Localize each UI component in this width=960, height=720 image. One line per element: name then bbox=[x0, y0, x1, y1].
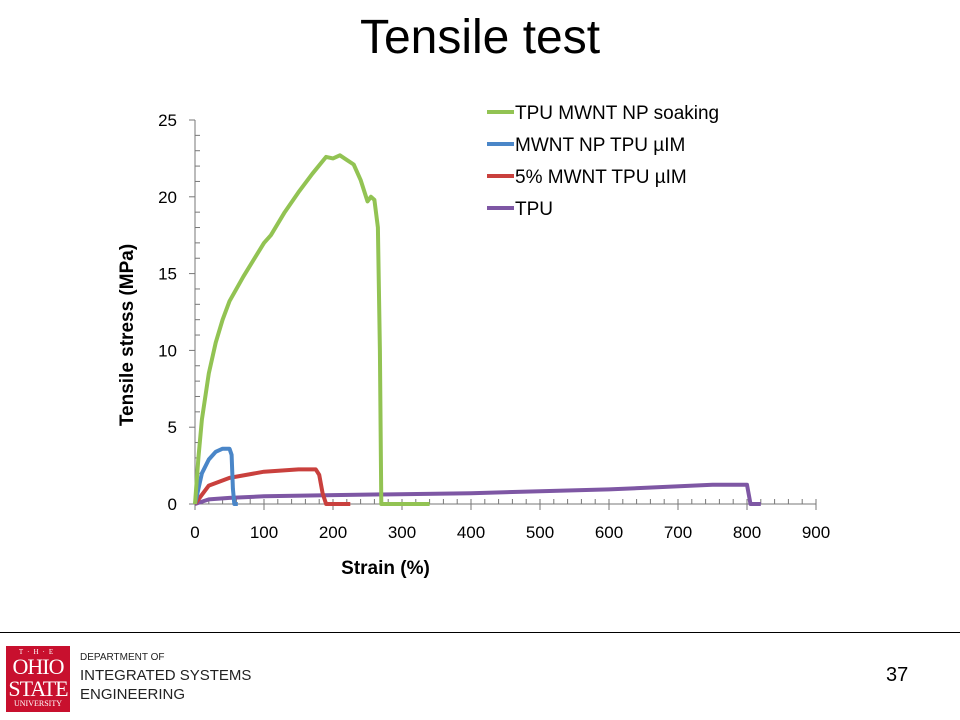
y-axis-label: Tensile stress (MPa) bbox=[117, 244, 138, 426]
x-tick-label: 300 bbox=[388, 523, 416, 542]
x-tick-label: 100 bbox=[250, 523, 278, 542]
series-line-tpu-mwnt-np-soaking bbox=[193, 153, 430, 506]
legend-label: TPU bbox=[515, 199, 553, 220]
department-name: DEPARTMENT OF INTEGRATED SYSTEMS ENGINEE… bbox=[80, 652, 251, 703]
x-tick-label: 800 bbox=[733, 523, 761, 542]
tensile-chart: 0 100 200 300 400 500 600 700 800 900 0 5 10 15 20 25 St… bbox=[117, 103, 830, 579]
legend-label: 5% MWNT TPU µIM bbox=[515, 167, 687, 188]
dept-line-1: DEPARTMENT OF bbox=[80, 652, 165, 663]
page-number: 37 bbox=[886, 664, 909, 686]
x-tick-label: 0 bbox=[190, 523, 199, 542]
y-tick-label: 10 bbox=[158, 341, 177, 360]
series-line-tpu bbox=[194, 482, 761, 506]
x-tick-label: 400 bbox=[457, 523, 485, 542]
dept-line-3: ENGINEERING bbox=[80, 686, 186, 703]
y-tick-label: 25 bbox=[158, 111, 177, 130]
y-tick-label: 20 bbox=[158, 188, 177, 207]
x-tick-label: 900 bbox=[802, 523, 830, 542]
slide-title: Tensile test bbox=[359, 11, 601, 64]
series-line-5-mwnt-tpu-im bbox=[193, 467, 351, 506]
dept-line-2: INTEGRATED SYSTEMS bbox=[80, 667, 252, 684]
legend-label: MWNT NP TPU µIM bbox=[515, 135, 685, 156]
x-tick-label: 700 bbox=[664, 523, 692, 542]
x-tick-label: 600 bbox=[595, 523, 623, 542]
x-tick-label: 500 bbox=[526, 523, 554, 542]
y-tick-label: 0 bbox=[168, 495, 177, 514]
y-tick-label: 15 bbox=[158, 265, 177, 284]
y-tick-label: 5 bbox=[168, 418, 177, 437]
osu-logo: T·H·E OHIO STATE UNIVERSITY bbox=[6, 646, 70, 712]
footer-divider bbox=[0, 632, 960, 633]
x-axis-label: Strain (%) bbox=[341, 558, 430, 579]
legend-label: TPU MWNT NP soaking bbox=[515, 103, 719, 124]
x-tick-label: 200 bbox=[319, 523, 347, 542]
series-line-mwnt-np-tpu-im bbox=[193, 446, 238, 506]
